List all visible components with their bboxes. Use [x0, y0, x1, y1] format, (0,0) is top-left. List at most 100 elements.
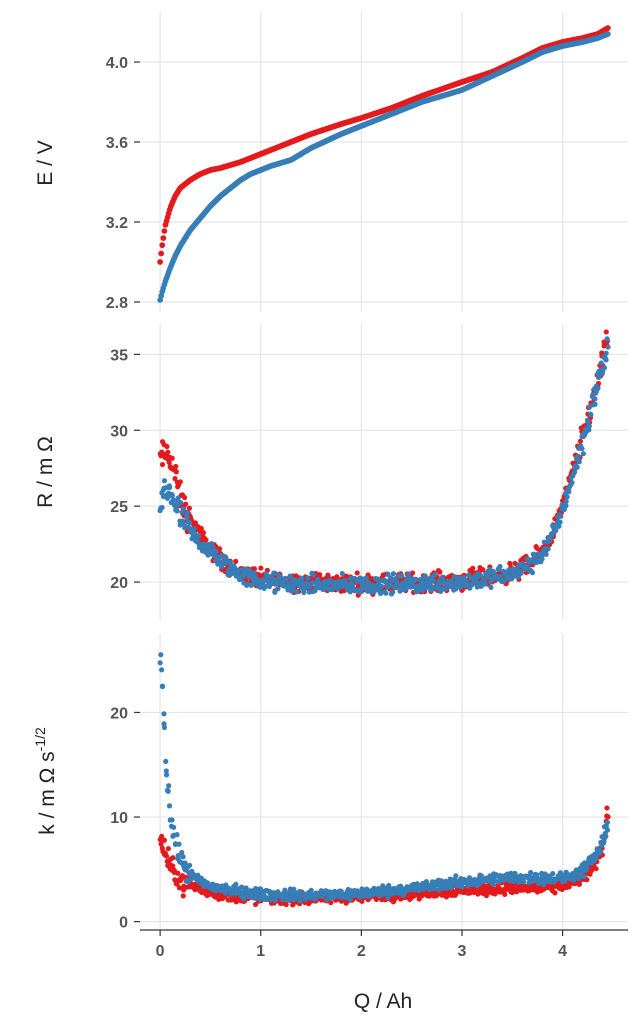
k-y-tick-label-1: 10	[110, 810, 128, 827]
resistance-series-1-point	[347, 575, 353, 582]
k-series-1-point	[180, 854, 186, 860]
resistance-series-1-point	[603, 357, 609, 363]
resistance-series-0-point	[159, 461, 166, 468]
resistance-series-1-point	[543, 551, 549, 557]
resistance-series-1-point	[598, 360, 604, 366]
resistance-series-1-point	[457, 585, 464, 591]
k-series-1-point	[163, 768, 169, 774]
voltage-panel: 2.8 3.2 3.6 4.0 E / V	[34, 12, 628, 312]
resistance-y-axis-title: R / m Ω	[34, 436, 57, 508]
k-series-1-point	[268, 896, 274, 903]
voltage-y-tick-label-1: 3.2	[106, 215, 128, 232]
resistance-series-1-point	[569, 479, 575, 486]
k-series-1-point	[174, 832, 180, 838]
k-series-0-point	[161, 837, 168, 843]
resistance-series-0-point	[172, 476, 178, 482]
k-series-0-point	[552, 890, 558, 896]
voltage-series-0-point	[157, 259, 164, 265]
resistance-series-1-point	[576, 459, 582, 465]
k-series-1-point	[159, 667, 165, 673]
k-series-0-point	[176, 885, 183, 891]
k-series-0-point	[159, 833, 165, 840]
k-series-1-point	[239, 884, 245, 890]
resistance-series-1-point	[271, 570, 277, 576]
k-series-1-point	[385, 895, 391, 901]
k-series-1-point	[163, 772, 170, 778]
resistance-series-1-point	[213, 549, 219, 555]
resistance-series-1-point	[347, 589, 353, 595]
k-series-0-point	[158, 841, 164, 847]
k-series-1-point	[550, 871, 556, 877]
resistance-series-1-point	[592, 396, 598, 402]
resistance-series-1-point	[174, 508, 180, 514]
resistance-series-1-point	[399, 573, 405, 579]
resistance-series-0-point	[164, 443, 170, 450]
resistance-y-tick-label-3: 35	[110, 347, 128, 364]
resistance-series-1-point	[413, 576, 419, 582]
resistance-series-1-point	[482, 581, 488, 587]
resistance-series-0-point	[169, 455, 175, 461]
k-series-1-point	[584, 865, 590, 871]
k-series-1-point	[163, 758, 169, 764]
resistance-series-0-point	[603, 329, 609, 335]
resistance-series-1-point	[178, 500, 184, 506]
k-series-1-point	[161, 724, 168, 731]
x-tick-label-0: 0	[156, 943, 165, 960]
resistance-series-1-point	[175, 495, 181, 501]
resistance-series-0-point	[354, 570, 360, 576]
resistance-series-1-point	[252, 572, 258, 578]
resistance-series-1-point	[556, 523, 562, 529]
resistance-series-1-point	[159, 504, 165, 511]
resistance-series-1-point	[195, 533, 201, 539]
voltage-y-axis-title: E / V	[34, 140, 57, 186]
k-series-1-point	[599, 834, 605, 840]
resistance-series-1-point	[574, 464, 580, 470]
resistance-series-1-point	[184, 515, 190, 521]
x-tick-label-4: 4	[558, 943, 567, 960]
resistance-series-0-point	[183, 501, 189, 507]
resistance-y-tick-label-0: 20	[110, 575, 128, 592]
resistance-series-0-point	[173, 469, 179, 475]
resistance-series-1-point	[571, 469, 578, 475]
resistance-series-1-point	[566, 489, 572, 495]
k-series-1-point	[577, 873, 583, 879]
k-series-1-point	[603, 833, 609, 839]
resistance-series-1-point	[363, 575, 369, 581]
k-data-points	[157, 652, 611, 908]
resistance-series-1-point	[557, 519, 563, 525]
resistance-series-0-point	[173, 463, 179, 470]
k-series-1-point	[233, 881, 239, 888]
resistance-series-0-point	[203, 537, 209, 543]
k-series-0-point	[605, 814, 611, 820]
resistance-series-1-point	[339, 570, 345, 577]
k-y-axis-title-superscript: -1/2	[32, 727, 48, 751]
resistance-series-1-point	[170, 497, 177, 503]
k-series-0-point	[502, 891, 508, 898]
resistance-series-1-point	[485, 574, 491, 580]
voltage-series-1-point	[604, 31, 611, 37]
k-series-0-point	[328, 900, 334, 906]
k-series-0-point	[604, 805, 610, 811]
resistance-series-0-point	[181, 494, 188, 501]
resistance-series-1-point	[283, 577, 289, 583]
resistance-series-1-point	[592, 401, 598, 407]
k-series-1-point	[297, 898, 303, 904]
resistance-series-1-point	[390, 589, 396, 595]
resistance-series-1-point	[575, 453, 581, 459]
voltage-series-0-point	[160, 235, 167, 241]
k-series-0-point	[253, 901, 259, 908]
k-series-1-point	[534, 872, 540, 878]
resistance-series-1-point	[210, 544, 216, 551]
resistance-series-1-point	[563, 498, 569, 504]
resistance-series-0-point	[480, 567, 486, 573]
k-series-1-point	[601, 838, 607, 845]
k-series-1-point	[166, 783, 172, 789]
resistance-series-1-point	[586, 423, 592, 429]
resistance-series-0-point	[325, 572, 331, 578]
resistance-series-1-point	[585, 419, 591, 425]
resistance-series-0-point	[198, 525, 204, 532]
k-series-1-point	[179, 849, 185, 856]
k-series-1-point	[308, 887, 314, 893]
k-series-1-point	[159, 684, 166, 690]
